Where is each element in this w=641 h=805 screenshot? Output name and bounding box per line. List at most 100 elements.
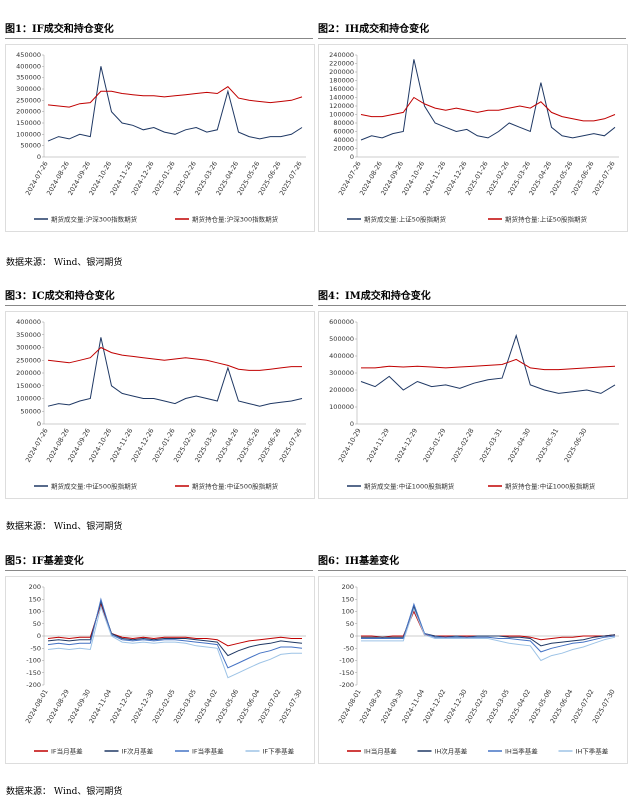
- y-tick-label: 50: [33, 620, 41, 628]
- y-tick-label: 0: [350, 153, 354, 161]
- series-line: [47, 86, 303, 108]
- y-tick-label: 400000: [329, 352, 354, 360]
- y-tick-label: 250000: [16, 96, 41, 104]
- y-tick-label: 300000: [16, 344, 41, 352]
- y-tick-label: 300000: [16, 85, 41, 93]
- x-tick-label: 2024-10-29: [337, 427, 363, 464]
- x-tick-label: 2025-04-30: [506, 427, 532, 464]
- series-line: [361, 358, 616, 371]
- legend-label: 期货成交量:沪深300指数期货: [51, 215, 138, 224]
- series-line: [361, 605, 616, 647]
- chart-frame: 0 100000 200000 300000 400000 500000 600000 202…: [318, 311, 628, 499]
- caption-rule: [318, 570, 626, 571]
- x-tick-label: 2025-07-30: [591, 688, 617, 725]
- chart: 0200004000060000800001000001200001400001…: [329, 51, 619, 224]
- caption-rule: [318, 38, 626, 39]
- y-tick-label: 0: [37, 420, 41, 428]
- y-tick-label: 250000: [16, 356, 41, 364]
- y-tick-label: 100000: [16, 395, 41, 403]
- legend-label: IH次月基差: [435, 747, 468, 756]
- y-tick-label: 60000: [333, 128, 354, 136]
- series-line: [360, 333, 616, 394]
- y-tick-label: 100000: [16, 130, 41, 138]
- series-line: [47, 604, 302, 679]
- caption-rule: [5, 38, 313, 39]
- chart: -200-150-100-500501001502002024-08-01202…: [337, 583, 619, 756]
- series-line: [360, 59, 616, 141]
- series-line: [47, 602, 302, 647]
- series-line: [360, 96, 616, 122]
- source-note: 数据来源： Wind、银河期货: [6, 258, 123, 268]
- legend-label: IF当季基差: [192, 747, 224, 756]
- chart-frame: -200 -150 -100 -50 0 50 100 150 200 2024-08-01 202…: [5, 576, 315, 764]
- legend-label: 期货成交量:上证50股指期货: [364, 215, 446, 224]
- y-tick-label: -50: [343, 644, 354, 652]
- y-tick-label: 150000: [16, 382, 41, 390]
- x-tick-label: 2025-07-26: [591, 160, 617, 197]
- legend-label: IF当月基差: [51, 747, 83, 756]
- y-tick-label: 400000: [16, 318, 41, 326]
- series-line: [47, 337, 303, 407]
- y-tick-label: 150: [29, 595, 41, 603]
- source-note: 数据来源： Wind、银河期货: [6, 787, 123, 797]
- x-tick-label: 2024-12-29: [393, 427, 419, 464]
- legend-label: 期货成交量:中证500股指期货: [51, 482, 138, 491]
- y-tick-label: 150: [342, 595, 354, 603]
- series-line: [361, 602, 616, 653]
- legend-label: 期货持仓量:中证1000股指期货: [505, 482, 596, 491]
- y-tick-label: -100: [26, 657, 41, 665]
- y-tick-label: 80000: [333, 119, 354, 127]
- figure-caption: 图2：IH成交和持仓变化: [318, 24, 430, 35]
- chart-frame: 0 50000 100000 150000 200000 250000 300000 3500…: [5, 311, 315, 499]
- y-tick-label: 0: [350, 632, 354, 640]
- x-tick-label: 2025-01-29: [422, 427, 448, 464]
- x-tick-label: 2025-07-26: [278, 160, 304, 197]
- series-line: [47, 599, 303, 657]
- y-tick-label: 0: [350, 420, 354, 428]
- y-tick-label: -200: [339, 681, 354, 689]
- y-tick-label: 200000: [329, 386, 354, 394]
- y-tick-label: 300000: [329, 369, 354, 377]
- y-tick-label: -50: [30, 644, 41, 652]
- legend-label: IF次月基差: [122, 747, 154, 756]
- legend-label: IH下季基差: [576, 747, 609, 756]
- y-tick-label: 500000: [329, 335, 354, 343]
- x-tick-label: 2025-02-28: [450, 427, 476, 464]
- chart: -200-150-100-500501001502002024-08-01202…: [24, 583, 306, 756]
- x-tick-label: 2025-07-26: [278, 427, 304, 464]
- y-tick-label: 100000: [329, 403, 354, 411]
- figure-caption: 图1：IF成交和持仓变化: [5, 24, 114, 35]
- y-tick-label: 350000: [16, 74, 41, 82]
- legend-label: IF下季基差: [263, 747, 295, 756]
- y-tick-label: 100: [29, 608, 41, 616]
- x-tick-label: 2025-05-31: [534, 427, 560, 464]
- caption-rule: [318, 305, 626, 306]
- legend-label: 期货持仓量:中证500股指期货: [192, 482, 279, 491]
- caption-rule: [5, 570, 313, 571]
- y-tick-label: 40000: [333, 136, 354, 144]
- source-note: 数据来源： Wind、银河期货: [6, 522, 123, 532]
- legend-label: 期货成交量:中证1000股指期货: [364, 482, 455, 491]
- y-tick-label: 600000: [329, 318, 354, 326]
- figure-caption: 图3：IC成交和持仓变化: [5, 291, 115, 302]
- figure-caption: 图6：IH基差变化: [318, 556, 400, 567]
- y-tick-label: 100000: [329, 111, 354, 119]
- y-tick-label: 400000: [16, 62, 41, 70]
- legend-label: 期货持仓量:上证50股指期货: [505, 215, 587, 224]
- y-tick-label: 200000: [16, 369, 41, 377]
- figure-caption: 图5：IF基差变化: [5, 556, 84, 567]
- y-tick-label: 50000: [20, 407, 41, 415]
- y-tick-label: 150000: [16, 119, 41, 127]
- y-tick-label: -150: [339, 669, 354, 677]
- series-line: [47, 346, 302, 371]
- caption-rule: [5, 305, 313, 306]
- x-tick-label: 2024-11-29: [365, 427, 391, 464]
- y-tick-label: 50: [346, 620, 354, 628]
- x-tick-label: 2025-03-31: [478, 427, 504, 464]
- y-tick-label: 100: [342, 608, 354, 616]
- y-tick-label: 20000: [333, 145, 354, 153]
- y-tick-label: 200000: [329, 68, 354, 76]
- y-tick-label: 140000: [329, 94, 354, 102]
- y-tick-label: 160000: [329, 85, 354, 93]
